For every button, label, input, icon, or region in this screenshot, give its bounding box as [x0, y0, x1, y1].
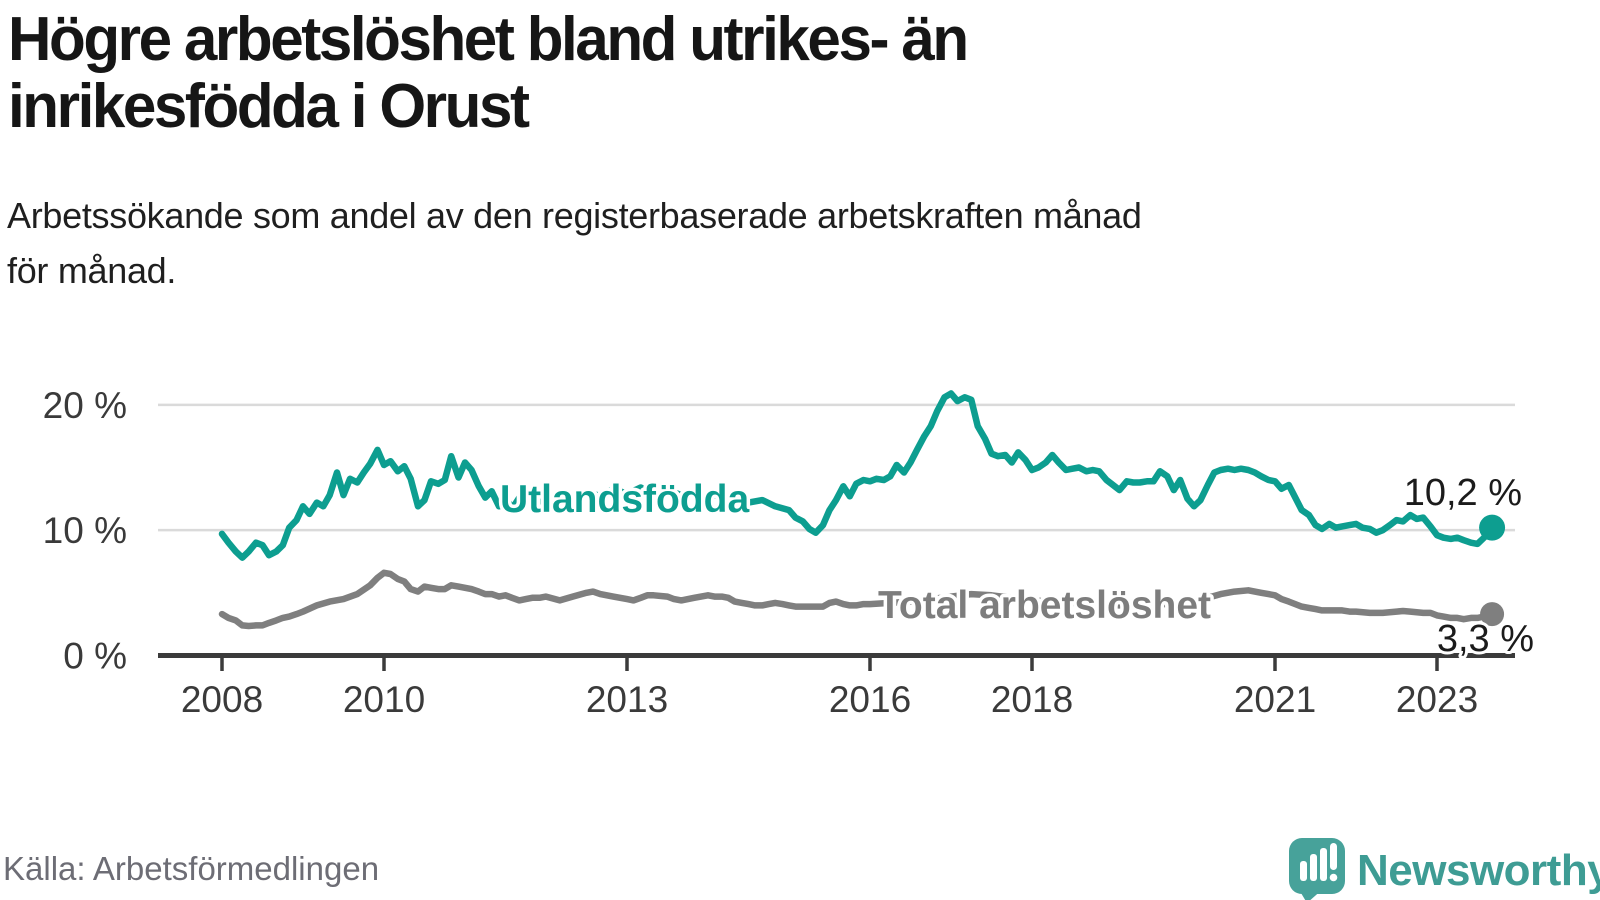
series-line-utlandsfodda [218, 390, 1496, 561]
title-line2: inrikesfödda i Orust [8, 72, 530, 141]
x-tick-label: 2016 [829, 679, 911, 720]
endpoint-label-utlandsfodda: 10,2 % [1404, 472, 1522, 514]
y-tick-label: 0 % [63, 636, 127, 677]
x-tick-label: 2018 [991, 679, 1073, 720]
logo-bar-2 [1310, 854, 1317, 881]
endpoint-dot-utlandsfodda [1479, 514, 1506, 541]
x-tick-label: 2021 [1234, 679, 1316, 720]
logo-exclamation-dot [1329, 873, 1338, 882]
series-line-total [218, 569, 1496, 630]
grid-layer: 0 % 10 % 20 % 2008 2010 2013 2016 2018 2021 2023 [43, 385, 1515, 720]
x-tick-label: 2013 [586, 679, 668, 720]
subtitle-line1: Arbetssökande som andel av den registerb… [7, 195, 1142, 236]
x-tick-label: 2010 [343, 679, 425, 720]
title-line1: Högre arbetslöshet bland utrikes- än [8, 5, 969, 74]
subtitle-line2: för månad. [7, 250, 177, 291]
series-layer [218, 390, 1506, 630]
endpoint-dot-total [1480, 602, 1505, 627]
logo-exclamation [1330, 843, 1337, 870]
logo-bar-1 [1300, 861, 1307, 881]
endpoint-label-total: 3,3 % [1437, 618, 1534, 660]
logo-bar-3 [1320, 848, 1327, 881]
series-label-utlandsfodda: Utlandsfödda [500, 478, 749, 521]
x-tick-label: 2008 [181, 679, 263, 720]
source-note: Källa: Arbetsförmedlingen [3, 850, 380, 887]
chart-subtitle: Arbetssökande som andel av den registerb… [7, 188, 1142, 298]
x-tick-label: 2023 [1396, 679, 1478, 720]
page-title: Högre arbetslöshet bland utrikes- än inri… [8, 5, 969, 141]
y-tick-label: 10 % [43, 510, 127, 551]
newsworthy-logo-icon [1289, 838, 1345, 900]
series-label-total: Total arbetslöshet [878, 584, 1211, 627]
speech-bubble-icon [1289, 838, 1345, 900]
brand-name: Newsworthy [1357, 846, 1600, 895]
y-tick-label: 20 % [43, 385, 127, 426]
